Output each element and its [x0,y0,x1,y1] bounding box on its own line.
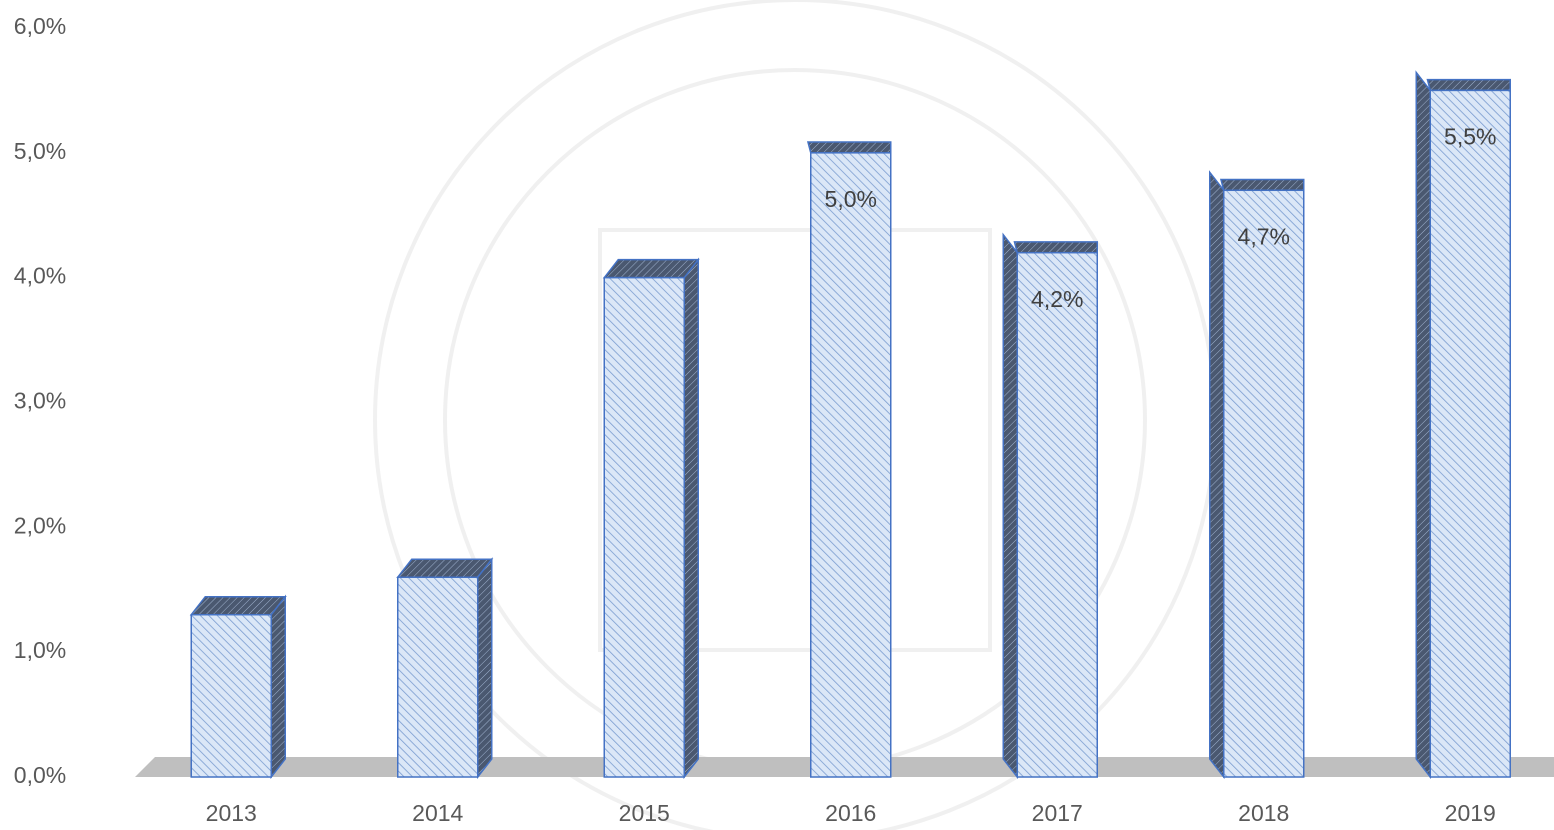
data-label: 5,5% [1444,123,1496,149]
bar-face [806,141,892,154]
bar-face [1002,232,1018,780]
y-tick-label: 3,0% [14,388,66,414]
bar-face [1426,78,1511,92]
y-tick-label: 0,0% [14,762,66,788]
bar [1415,70,1511,780]
x-tick-label: 2014 [412,800,463,826]
bar [602,257,700,780]
bar-face [1223,189,1305,778]
bar-face [1429,89,1511,778]
y-tick-label: 2,0% [14,512,66,538]
x-tick-label: 2017 [1032,800,1083,826]
bar-face [1209,170,1225,780]
bar-face [397,576,479,778]
bar-face [477,557,493,780]
bar-face [396,558,494,579]
y-tick-label: 1,0% [14,637,66,663]
bar-face [1415,70,1431,780]
bar-face [602,258,700,279]
x-tick-label: 2018 [1238,800,1289,826]
bar-face [1219,178,1305,192]
x-tick-label: 2015 [619,800,670,826]
bar-face [683,257,699,780]
bar [396,557,494,780]
y-tick-label: 5,0% [14,138,66,164]
data-label: 4,2% [1031,286,1083,312]
y-tick-label: 4,0% [14,263,66,289]
bar-face [603,276,685,778]
bar [806,141,892,778]
bar [1002,232,1098,780]
x-tick-label: 2016 [825,800,876,826]
bar-face [189,595,287,616]
data-label: 5,0% [825,186,877,212]
bar-face [1013,241,1098,254]
bar-face [810,152,892,778]
x-tick-label: 2019 [1445,800,1496,826]
data-label: 4,7% [1238,223,1290,249]
bar-face [1016,251,1098,778]
bar-face [270,594,286,780]
x-tick-label: 2013 [206,800,257,826]
bar [1209,170,1305,780]
y-tick-label: 6,0% [14,13,66,39]
bar [189,594,287,780]
bar-face [190,613,272,778]
